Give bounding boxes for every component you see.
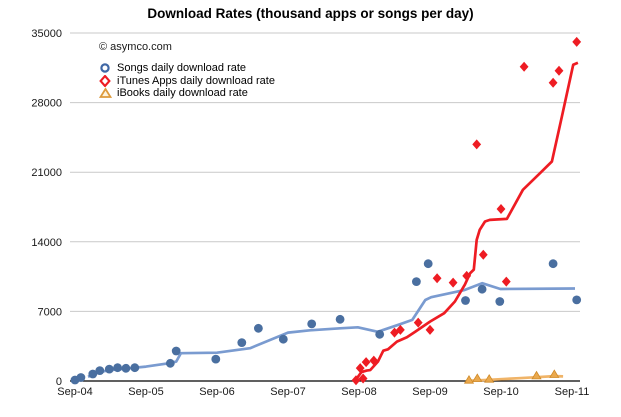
data-point bbox=[361, 357, 371, 368]
data-point bbox=[572, 295, 582, 305]
x-tick-label: Sep-07 bbox=[270, 386, 305, 398]
data-point bbox=[531, 370, 542, 380]
data-point bbox=[355, 363, 365, 374]
data-point bbox=[495, 297, 505, 306]
x-tick-label: Sep-09 bbox=[412, 386, 447, 398]
data-point bbox=[496, 204, 506, 214]
legend-item-label: iTunes Apps daily download rate bbox=[117, 74, 275, 87]
y-tick-label: 7000 bbox=[38, 306, 62, 318]
data-point bbox=[113, 363, 122, 373]
data-point bbox=[549, 369, 560, 378]
legend-item-label: iBooks daily download rate bbox=[117, 87, 248, 100]
ibooks-triangle-marker-icon bbox=[99, 87, 112, 99]
legend-item-label: Songs daily download rate bbox=[117, 62, 247, 75]
data-point bbox=[130, 363, 140, 373]
data-point bbox=[463, 375, 475, 384]
data-point bbox=[484, 374, 495, 383]
data-point bbox=[501, 276, 511, 287]
data-point bbox=[461, 296, 470, 305]
data-point bbox=[358, 373, 368, 384]
data-point bbox=[412, 277, 421, 286]
data-point bbox=[432, 273, 442, 284]
data-point bbox=[462, 270, 472, 281]
songs-circle-marker-icon bbox=[99, 62, 112, 74]
x-tick-label: Sep-11 bbox=[555, 386, 590, 398]
data-point bbox=[554, 65, 564, 76]
data-point bbox=[171, 346, 181, 356]
data-point bbox=[351, 375, 361, 386]
data-point bbox=[165, 358, 175, 368]
data-point bbox=[104, 364, 114, 374]
legend-item-ibooks: iBooks daily download rate bbox=[99, 87, 275, 100]
legend-item-songs: Songs daily download rate bbox=[99, 62, 275, 75]
data-point bbox=[237, 338, 247, 347]
data-point bbox=[472, 139, 482, 150]
data-point bbox=[425, 324, 435, 335]
data-point bbox=[88, 369, 98, 379]
data-point bbox=[390, 327, 399, 338]
chart-title: Download Rates (thousand apps or songs p… bbox=[147, 6, 474, 21]
data-point bbox=[254, 323, 263, 333]
data-point bbox=[396, 324, 405, 335]
data-point bbox=[548, 259, 558, 269]
y-tick-label: 35000 bbox=[31, 28, 62, 40]
data-point bbox=[572, 36, 582, 47]
trend-line bbox=[87, 281, 576, 378]
legend-item-apps: iTunes Apps daily download rate bbox=[99, 74, 275, 88]
data-point bbox=[519, 61, 529, 72]
data-point bbox=[478, 249, 488, 260]
x-tick-label: Sep-05 bbox=[128, 386, 163, 398]
data-point bbox=[278, 334, 288, 344]
trend-line bbox=[353, 61, 579, 382]
data-point bbox=[211, 354, 221, 364]
y-tick-label: 21000 bbox=[31, 167, 62, 179]
legend: © asymco.com Songs daily download rate i… bbox=[99, 41, 275, 100]
x-tick-label: Sep-04 bbox=[57, 386, 92, 398]
y-tick-label: 14000 bbox=[31, 237, 62, 249]
data-point bbox=[448, 277, 458, 288]
data-point bbox=[307, 319, 317, 329]
data-point bbox=[76, 373, 86, 382]
y-tick-label: 28000 bbox=[31, 98, 62, 110]
copyright-watermark: © asymco.com bbox=[99, 41, 172, 53]
apps-diamond-marker-icon bbox=[99, 74, 112, 87]
data-point bbox=[369, 355, 379, 366]
x-tick-label: Sep-10 bbox=[483, 386, 518, 398]
songs-series bbox=[87, 281, 576, 378]
data-point bbox=[335, 314, 345, 324]
data-point bbox=[423, 259, 433, 269]
data-point bbox=[121, 363, 131, 373]
y-tick-label: 0 bbox=[56, 376, 62, 388]
x-tick-label: Sep-06 bbox=[199, 386, 234, 398]
data-point bbox=[472, 373, 483, 382]
ibooks-series bbox=[470, 374, 564, 383]
data-point bbox=[548, 77, 558, 88]
data-point bbox=[413, 317, 423, 328]
apps-series bbox=[353, 61, 579, 382]
data-point bbox=[375, 329, 385, 339]
x-tick-label: Sep-08 bbox=[341, 386, 376, 398]
data-point bbox=[477, 284, 487, 294]
data-point bbox=[95, 366, 105, 375]
trend-line bbox=[470, 374, 564, 383]
